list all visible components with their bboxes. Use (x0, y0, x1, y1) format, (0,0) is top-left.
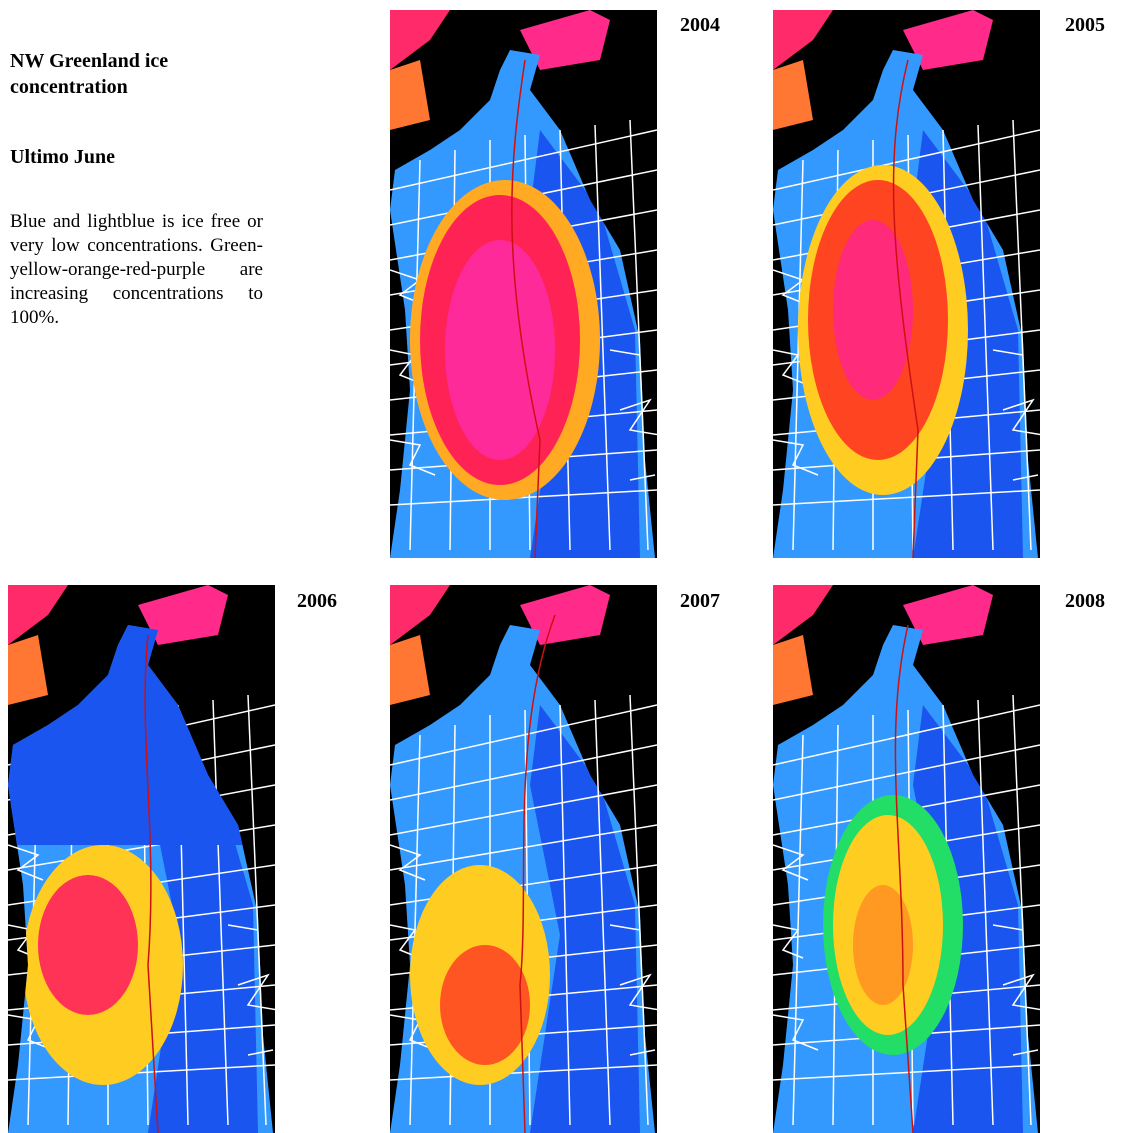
title: NW Greenland ice concentration (10, 50, 169, 98)
year-label: 2007 (680, 590, 720, 612)
year-label: 2005 (1065, 14, 1105, 36)
year-label: 2008 (1065, 590, 1105, 612)
year-label: 2006 (297, 590, 337, 612)
ice-map (773, 10, 1040, 558)
ice-map (8, 585, 275, 1133)
ice-map (390, 10, 657, 558)
description: Blue and lightblue is ice free or very l… (10, 211, 263, 328)
year-label: 2004 (680, 14, 720, 36)
subtitle: Ultimo June (10, 146, 115, 168)
ice-map (390, 585, 657, 1133)
ice-map (773, 585, 1040, 1133)
